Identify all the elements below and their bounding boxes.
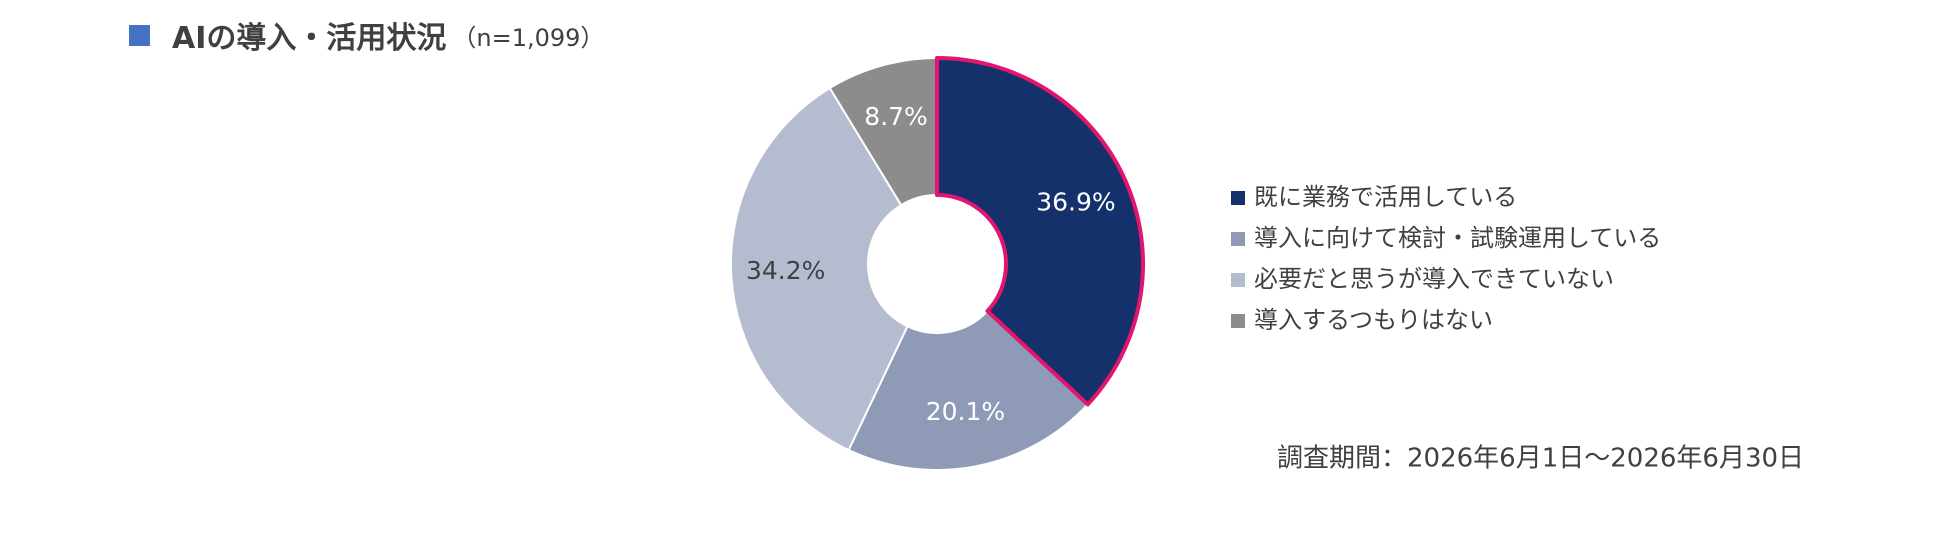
data-label: 8.7% — [864, 102, 928, 131]
legend-label: 必要だと思うが導入できていない — [1254, 265, 1614, 293]
chart-subtitle: （n=1,099） — [452, 24, 604, 52]
title-marker — [129, 25, 150, 46]
donut-slice — [730, 86, 909, 452]
legend-swatch — [1231, 232, 1245, 246]
chart-title-text: AIの導入・活用状況 — [172, 21, 446, 56]
chart-title: AIの導入・活用状況 （n=1,099） — [172, 21, 604, 56]
note: 調査期間：2026年6月1日～2026年6月30日 — [1277, 444, 1804, 474]
legend-label: 既に業務で活用している — [1254, 183, 1517, 211]
legend-label: 導入に向けて検討・試験運用している — [1254, 224, 1661, 252]
data-label: 34.2% — [746, 256, 825, 285]
data-label: 20.1% — [926, 397, 1005, 426]
legend-swatch — [1231, 314, 1245, 328]
legend-swatch — [1231, 273, 1245, 287]
legend-swatch — [1231, 191, 1245, 205]
highlight-outline — [935, 56, 1146, 407]
data-label: 36.9% — [1036, 188, 1115, 217]
legend-label: 導入するつもりはない — [1254, 306, 1493, 334]
